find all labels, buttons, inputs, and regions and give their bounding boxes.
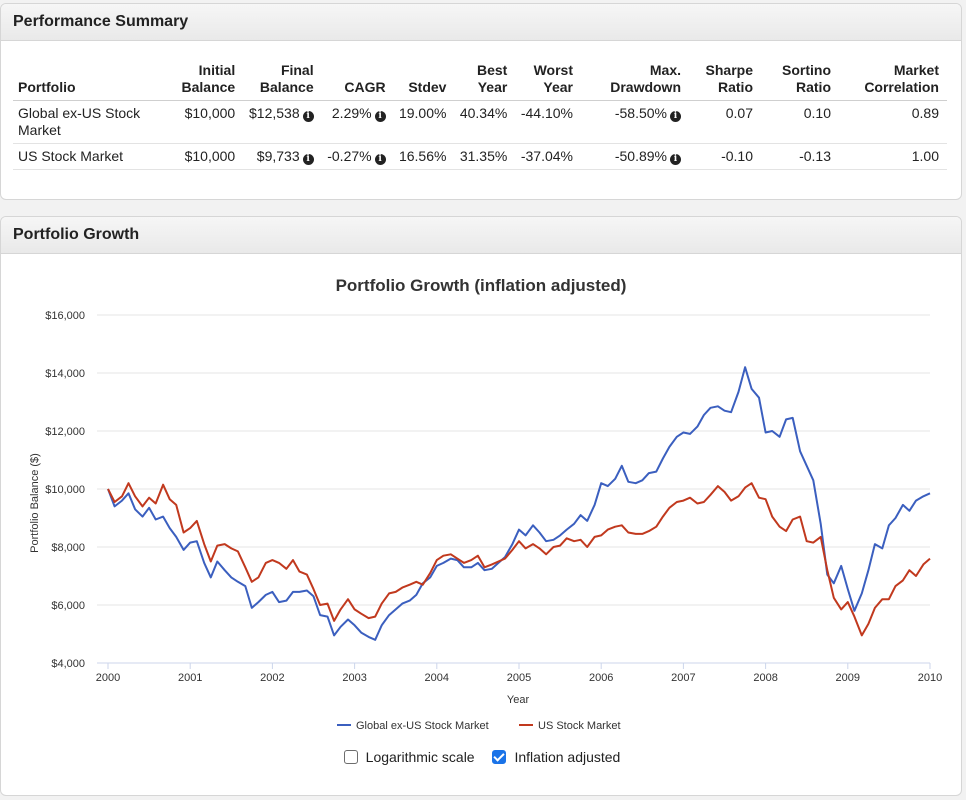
y-tick-label: $10,000 bbox=[45, 484, 85, 496]
final-balance: $12,538 bbox=[249, 105, 300, 121]
y-axis-label: Portfolio Balance ($) bbox=[29, 453, 41, 553]
col-sortino-ratio: Sortino Ratio bbox=[761, 58, 839, 101]
portfolio-growth-title: Portfolio Growth bbox=[1, 217, 961, 254]
col-best-year: Best Year bbox=[454, 58, 516, 101]
max-drawdown-cell: -58.50% i bbox=[581, 100, 689, 144]
performance-summary-title: Performance Summary bbox=[1, 4, 961, 41]
worst-year: -37.04% bbox=[515, 143, 581, 170]
cagr-cell: -0.27% i bbox=[321, 143, 394, 170]
performance-table: Portfolio Initial Balance Final Balance CA… bbox=[13, 58, 947, 170]
info-icon[interactable]: i bbox=[302, 111, 314, 122]
final-balance-cell: $12,538 i bbox=[243, 100, 322, 144]
col-market-correlation: Market Correlation bbox=[839, 58, 947, 101]
best-year: 31.35% bbox=[454, 143, 516, 170]
final-balance-cell: $9,733 i bbox=[243, 143, 322, 170]
info-icon[interactable]: i bbox=[670, 154, 681, 165]
market-correlation: 0.89 bbox=[839, 100, 947, 144]
cagr-cell: 2.29% i bbox=[321, 100, 394, 144]
col-max-drawdown: Max. Drawdown bbox=[581, 58, 689, 101]
x-tick-label: 2000 bbox=[96, 672, 120, 684]
inflation-adjusted-checkbox[interactable] bbox=[492, 750, 507, 764]
initial-balance: $10,000 bbox=[176, 100, 244, 144]
x-tick-label: 2010 bbox=[918, 672, 942, 684]
table-row: Global ex-US Stock Market $10,000 $12,53… bbox=[13, 100, 947, 144]
info-icon[interactable]: i bbox=[374, 154, 386, 165]
col-sharpe-ratio: Sharpe Ratio bbox=[689, 58, 761, 101]
x-tick-label: 2001 bbox=[178, 672, 202, 684]
table-header-row: Portfolio Initial Balance Final Balance CA… bbox=[13, 58, 947, 101]
col-stdev: Stdev bbox=[393, 58, 455, 101]
inflation-adjusted-label: Inflation adjusted bbox=[514, 749, 621, 765]
chart-legend: Global ex-US Stock Market US Stock Marke… bbox=[337, 720, 621, 732]
sortino-ratio: 0.10 bbox=[761, 100, 839, 144]
info-icon[interactable]: i bbox=[302, 154, 314, 165]
max-drawdown: -58.50% bbox=[614, 105, 667, 121]
col-final-balance: Final Balance bbox=[243, 58, 322, 101]
cagr: -0.27% bbox=[327, 148, 372, 164]
col-portfolio: Portfolio bbox=[13, 58, 176, 101]
x-tick-label: 2007 bbox=[671, 672, 695, 684]
y-tick-label: $6,000 bbox=[51, 600, 85, 612]
y-tick-label: $14,000 bbox=[45, 368, 85, 380]
legend-label-global[interactable]: Global ex-US Stock Market bbox=[356, 720, 489, 732]
max-drawdown-cell: -50.89% i bbox=[581, 143, 689, 170]
x-tick-label: 2006 bbox=[589, 672, 613, 684]
performance-summary-panel: Performance Summary Portfolio Initial Bal… bbox=[0, 3, 962, 200]
logarithmic-scale-label: Logarithmic scale bbox=[365, 749, 475, 765]
best-year: 40.34% bbox=[454, 100, 516, 144]
max-drawdown: -50.89% bbox=[614, 148, 667, 164]
chart-options: Logarithmic scale Inflation adjusted bbox=[1, 749, 961, 767]
legend-label-us[interactable]: US Stock Market bbox=[538, 720, 621, 732]
x-tick-label: 2004 bbox=[425, 672, 449, 684]
x-tick-label: 2005 bbox=[507, 672, 531, 684]
table-row: US Stock Market $10,000 $9,733 i -0.27% i … bbox=[13, 143, 947, 170]
y-tick-label: $8,000 bbox=[51, 542, 85, 554]
sharpe-ratio: 0.07 bbox=[689, 100, 761, 144]
market-correlation: 1.00 bbox=[839, 143, 947, 170]
worst-year: -44.10% bbox=[515, 100, 581, 144]
inflation-adjusted-option[interactable]: Inflation adjusted bbox=[492, 749, 620, 765]
col-cagr: CAGR bbox=[321, 58, 394, 101]
x-tick-label: 2008 bbox=[753, 672, 777, 684]
logarithmic-scale-checkbox[interactable] bbox=[343, 750, 358, 764]
x-axis-label: Year bbox=[507, 694, 530, 706]
portfolio-name: US Stock Market bbox=[13, 143, 176, 170]
cagr: 2.29% bbox=[331, 105, 372, 121]
series-line-us-stock-market[interactable] bbox=[107, 482, 931, 637]
series-line-global-ex-us[interactable] bbox=[107, 366, 931, 641]
portfolio-growth-chart: Portfolio Growth (inflation adjusted) $4… bbox=[29, 276, 942, 732]
initial-balance: $10,000 bbox=[176, 143, 244, 170]
sharpe-ratio: -0.10 bbox=[689, 143, 761, 170]
x-tick-label: 2002 bbox=[260, 672, 284, 684]
y-tick-label: $4,000 bbox=[51, 658, 85, 670]
stdev: 16.56% bbox=[393, 143, 455, 170]
portfolio-name: Global ex-US Stock Market bbox=[13, 100, 176, 144]
portfolio-growth-panel: Portfolio Growth Portfolio Growth (infla… bbox=[0, 216, 962, 796]
sortino-ratio: -0.13 bbox=[761, 143, 839, 170]
y-tick-label: $12,000 bbox=[45, 426, 85, 438]
x-tick-label: 2009 bbox=[836, 672, 860, 684]
final-balance: $9,733 bbox=[256, 148, 300, 164]
info-icon[interactable]: i bbox=[670, 111, 681, 122]
col-initial-balance: Initial Balance bbox=[176, 58, 244, 101]
info-icon[interactable]: i bbox=[374, 111, 386, 122]
stdev: 19.00% bbox=[393, 100, 455, 144]
x-tick-label: 2003 bbox=[342, 672, 366, 684]
y-tick-label: $16,000 bbox=[45, 310, 85, 322]
col-worst-year: Worst Year bbox=[515, 58, 581, 101]
chart-title: Portfolio Growth (inflation adjusted) bbox=[336, 276, 627, 295]
logarithmic-scale-option[interactable]: Logarithmic scale bbox=[343, 749, 475, 765]
